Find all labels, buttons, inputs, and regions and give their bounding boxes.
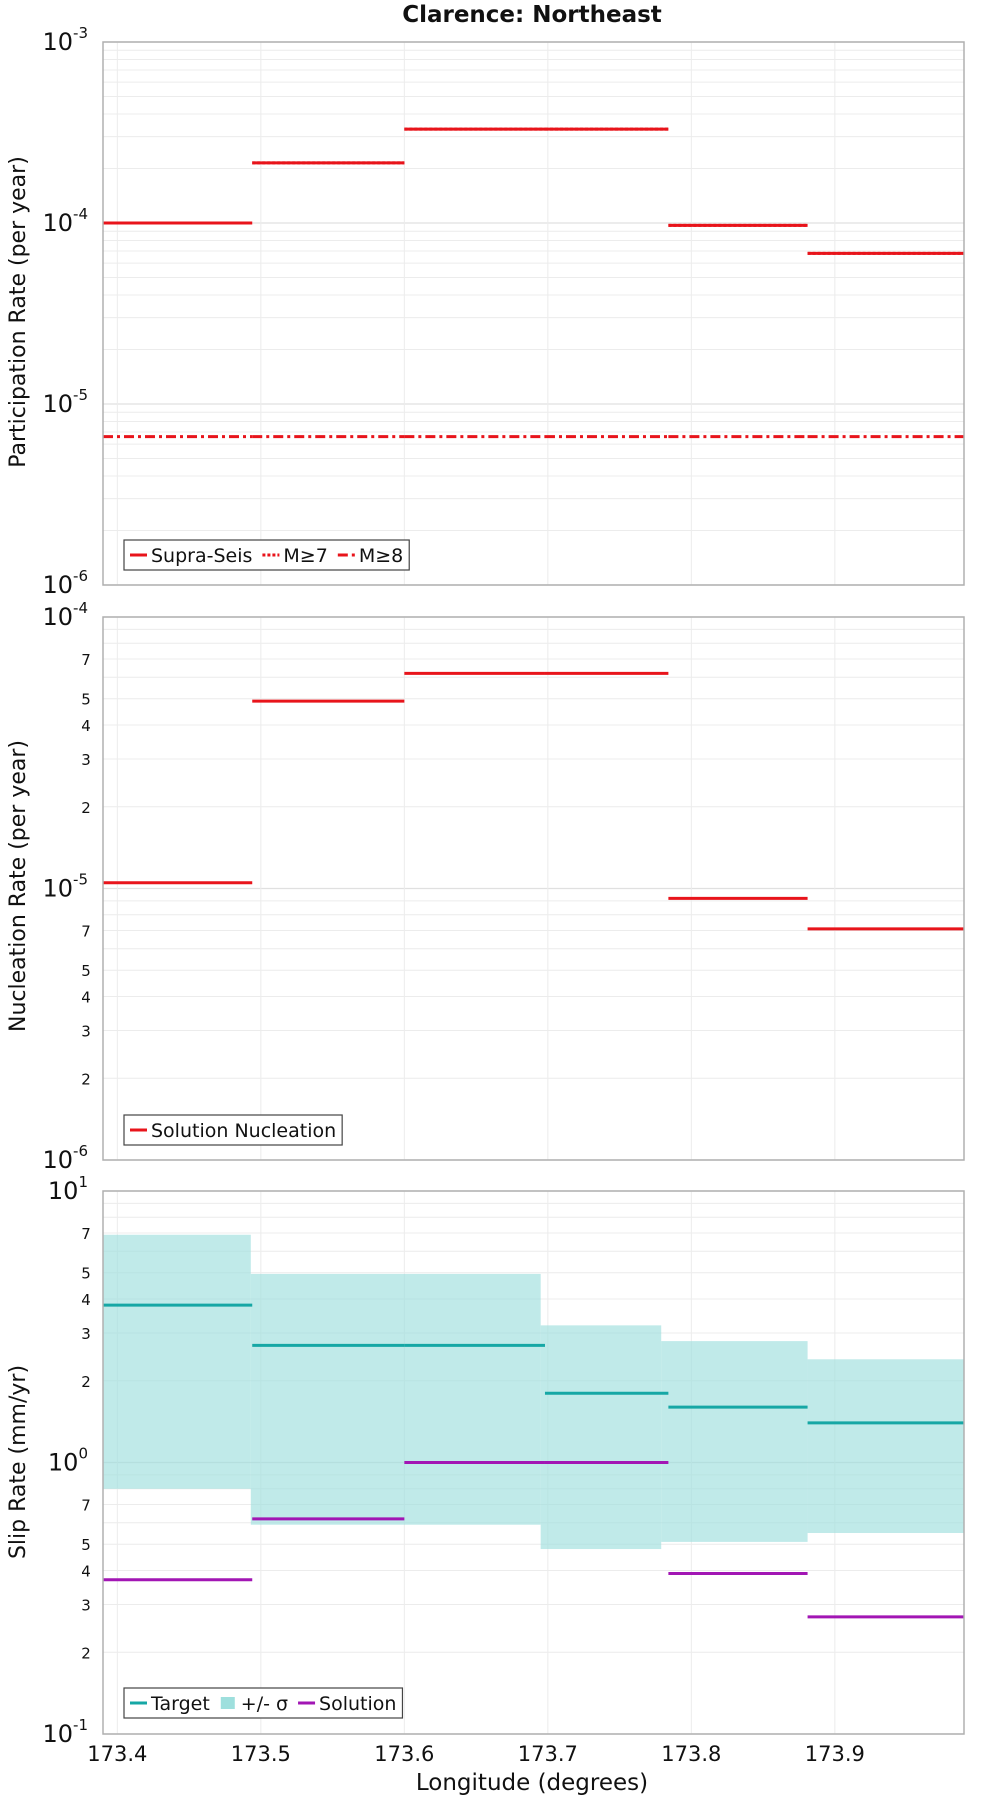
y-tick-label-minor: 5 <box>81 691 91 709</box>
y-tick-label-major: 10-4 <box>42 599 88 631</box>
participation-legend: Supra-Seis M≥7 M≥8 <box>123 539 410 571</box>
y-tick-label-minor: 2 <box>81 1070 91 1088</box>
y-tick-label-minor: 4 <box>81 1563 91 1581</box>
slip-rate-sigma-band <box>103 1234 964 1550</box>
y-tick-label-minor: 3 <box>81 1596 91 1614</box>
y-tick-label-major: 10-6 <box>42 1142 88 1174</box>
y-tick-label-major: 100 <box>48 1445 88 1477</box>
y-tick-label-major: 10-4 <box>42 205 88 237</box>
participation-plot-frame <box>102 41 965 586</box>
legend-label: Supra-Seis <box>151 545 252 567</box>
sigma-band-segment <box>540 1325 662 1550</box>
nucleation-grid <box>103 616 964 1161</box>
x-tick-label: 173.5 <box>231 1742 291 1766</box>
legend-box <box>123 1687 404 1719</box>
y-tick-label-minor: 7 <box>81 1225 91 1243</box>
slip-rate-plot-frame <box>102 1190 965 1735</box>
y-tick-label-major: 10-3 <box>42 24 88 56</box>
x-tick-label: 173.9 <box>805 1742 865 1766</box>
participation-y-axis-label: Participation Rate (per year) <box>6 156 31 468</box>
y-tick-label-minor: 4 <box>81 717 91 735</box>
legend-label: Solution Nucleation <box>151 1120 336 1142</box>
nucleation-series <box>103 671 964 931</box>
legend-label: Target <box>150 1693 210 1715</box>
participation-grid <box>103 41 964 586</box>
x-axis-label: Longitude (degrees) <box>416 1770 648 1796</box>
slip-rate-y-axis-label: Slip Rate (mm/yr) <box>6 1365 31 1559</box>
y-tick-label-minor: 7 <box>81 923 91 941</box>
y-tick-label-minor: 5 <box>81 1536 91 1554</box>
legend-label: +/- σ <box>241 1693 288 1715</box>
y-tick-label-minor: 3 <box>81 751 91 769</box>
y-tick-label-minor: 3 <box>81 1022 91 1040</box>
sigma-band-segment <box>661 1341 808 1542</box>
nucleation-y-ticks: 10-6 10-5 10-4 2 3 4 5 7 2 3 4 5 7 <box>42 599 90 1174</box>
y-tick-label-minor: 5 <box>81 1265 91 1283</box>
legend-label: Solution <box>319 1693 396 1715</box>
y-tick-label-major: 10-1 <box>42 1716 88 1748</box>
y-tick-label-minor: 4 <box>81 989 91 1007</box>
sigma-band-segment <box>807 1359 964 1533</box>
slip-rate-legend: Target +/- σ Solution <box>123 1687 404 1719</box>
x-tick-labels: 173.4 173.5 173.6 173.7 173.8 173.9 <box>87 1742 865 1766</box>
slip-rate-panel: Slip Rate (mm/yr) 10-1 100 101 2 3 4 5 7 2 3 4 5 7 1… <box>6 1173 965 1766</box>
participation-series <box>103 127 964 439</box>
nucleation-y-axis-label: Nucleation Rate (per year) <box>6 740 31 1032</box>
nucleation-legend: Solution Nucleation <box>123 1114 343 1146</box>
figure-title: Clarence: Northeast <box>402 2 662 28</box>
x-tick-label: 173.7 <box>518 1742 578 1766</box>
y-tick-label-minor: 5 <box>81 962 91 980</box>
x-tick-label: 173.4 <box>87 1742 147 1766</box>
nucleation-plot-frame <box>102 616 965 1161</box>
y-tick-label-major: 10-6 <box>42 567 88 599</box>
legend-label: M≥7 <box>283 545 327 567</box>
y-tick-label-minor: 4 <box>81 1291 91 1309</box>
participation-panel: Participation Rate (per year) 10-610-510… <box>6 24 965 599</box>
y-tick-label-minor: 2 <box>81 1373 91 1391</box>
y-tick-label-minor: 2 <box>81 1644 91 1662</box>
sigma-band-segment <box>250 1273 541 1525</box>
legend-box <box>123 539 410 571</box>
y-tick-label-major: 10-5 <box>42 386 88 418</box>
sigma-band-segment <box>103 1234 251 1489</box>
participation-y-ticks: 10-6 10-5 10-4 10-3 <box>42 24 88 599</box>
y-tick-label-minor: 2 <box>81 799 91 817</box>
slip-rate-series <box>103 1303 964 1619</box>
y-tick-label-minor: 7 <box>81 1497 91 1515</box>
legend-swatch <box>220 1697 235 1709</box>
x-tick-label: 173.8 <box>661 1742 721 1766</box>
slip-rate-y-ticks: 10-1 100 101 2 3 4 5 7 2 3 4 5 7 <box>42 1173 90 1748</box>
y-tick-label-minor: 3 <box>81 1325 91 1343</box>
y-tick-label-major: 101 <box>48 1173 88 1205</box>
y-tick-label-minor: 7 <box>81 651 91 669</box>
legend-label: M≥8 <box>359 545 403 567</box>
legend-box <box>123 1114 343 1146</box>
nucleation-panel: Nucleation Rate (per year) 10-6 10-5 10-4 2… <box>6 599 965 1174</box>
y-tick-label-major: 10-5 <box>42 871 88 903</box>
x-tick-label: 173.6 <box>374 1742 434 1766</box>
